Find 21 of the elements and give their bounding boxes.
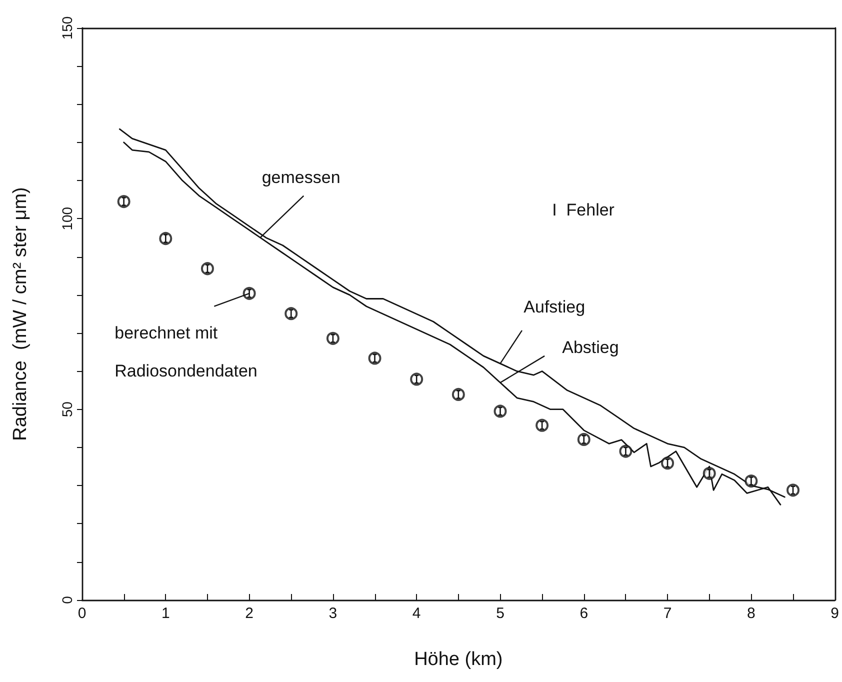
annotation: Aufstieg bbox=[524, 298, 586, 317]
x-tick-label: 1 bbox=[161, 605, 170, 622]
x-tick-label: 9 bbox=[830, 605, 839, 622]
x-axis-title: Höhe (km) bbox=[414, 649, 503, 670]
x-tick-label: 7 bbox=[663, 605, 672, 622]
y-tick-label: 50 bbox=[59, 401, 75, 418]
x-tick-label: 5 bbox=[496, 605, 504, 622]
y-tick-label: 100 bbox=[59, 206, 75, 230]
annotation: gemessen bbox=[262, 168, 340, 188]
x-tick-label: 6 bbox=[580, 605, 588, 622]
annotation: Abstieg bbox=[562, 338, 619, 357]
annotation: I Fehler bbox=[552, 200, 615, 220]
annotation: berechnet mit Radiosondendaten bbox=[114, 324, 258, 380]
y-axis-title: Radiance (mW / cm² ster μm) bbox=[10, 187, 31, 441]
x-tick-label: 8 bbox=[747, 605, 756, 622]
x-tick-label: 2 bbox=[245, 605, 254, 622]
x-tick-label: 4 bbox=[412, 605, 421, 622]
y-tick-label: 0 bbox=[59, 596, 75, 604]
y-tick-label: 150 bbox=[59, 16, 75, 40]
x-tick-label: 3 bbox=[328, 605, 338, 622]
x-tick-label: 0 bbox=[78, 605, 86, 622]
